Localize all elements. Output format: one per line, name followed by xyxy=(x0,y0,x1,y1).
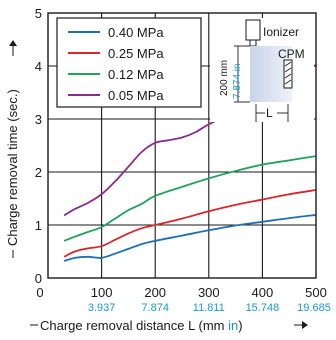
x-axis-label-main: Charge removal distance L (mm xyxy=(40,318,228,333)
cpm-plate-icon xyxy=(283,59,293,89)
x-axis-label-close: ) xyxy=(238,318,242,333)
x-tick-label-inch: 15.748 xyxy=(246,302,280,314)
cpm-hatch xyxy=(284,61,292,67)
ionizer-icon xyxy=(245,19,261,41)
cpm-hatch xyxy=(284,73,292,79)
x-tick-label: 100 xyxy=(91,285,113,300)
legend-label: 0.12 MPa xyxy=(108,67,164,82)
series-line-0-12-MPa xyxy=(63,155,316,242)
y-tick-label: 0 xyxy=(35,271,42,286)
x-tick-label: 200 xyxy=(144,285,166,300)
x-tick-label-inch: 3.937 xyxy=(88,302,116,314)
x-tick-label: 300 xyxy=(198,285,220,300)
y-axis-label-group: Charge removal time (sec.) xyxy=(5,40,20,258)
y-tick-label: 1 xyxy=(35,218,42,233)
y-tick-label: 3 xyxy=(35,112,42,127)
x-axis-arrow-icon xyxy=(302,321,308,329)
y-tick-labels: 0 1 2 3 4 5 xyxy=(35,6,42,286)
plot-frame xyxy=(47,12,317,279)
legend-label: 0.40 MPa xyxy=(108,25,164,40)
setup-inset: Ionizer CPM 200 mm 7.874 in L xyxy=(210,18,314,122)
distance-label: L xyxy=(266,106,273,120)
height-in-label: 7.874 in xyxy=(232,63,243,99)
x-axis-label-group: Charge removal distance L (mm in) xyxy=(30,318,308,333)
y-tick-label: 2 xyxy=(35,165,42,180)
x-axis-label: Charge removal distance L (mm in) xyxy=(40,318,243,333)
ionizer-label: Ionizer xyxy=(263,25,299,39)
legend-label: 0.05 MPa xyxy=(108,88,164,103)
x-tick-label-inch: 7.874 xyxy=(141,302,169,314)
height-mm-label: 200 mm xyxy=(219,60,230,96)
x-tick-label-inch: 11.811 xyxy=(193,302,225,314)
x-tick-label: 0 xyxy=(36,285,43,300)
x-tick-labels: 0 100 3.937 200 7.874 300 11.811 400 15.748 500 19… xyxy=(36,285,330,314)
y-axis-label: Charge removal time (sec.) xyxy=(5,89,20,246)
legend-label: 0.25 MPa xyxy=(108,46,164,61)
x-tick-label: 500 xyxy=(305,285,327,300)
cpm-hatch xyxy=(284,67,292,73)
x-axis-label-unit: in xyxy=(228,318,238,333)
legend: 0.40 MPa 0.25 MPa 0.12 MPa 0.05 MPa xyxy=(56,17,202,108)
cpm-hatch xyxy=(284,79,292,85)
x-tick-label-inch: 19.685 xyxy=(297,302,331,314)
series-line-0-40-MPa xyxy=(63,214,316,262)
cpm-label: CPM xyxy=(278,47,305,61)
y-axis-arrow-icon xyxy=(9,40,17,46)
ionizer-nozzle-icon xyxy=(249,39,257,47)
y-tick-label: 5 xyxy=(35,6,42,21)
series-line-0-25-MPa xyxy=(63,189,316,258)
x-tick-label: 400 xyxy=(252,285,274,300)
y-tick-label: 4 xyxy=(35,59,42,74)
